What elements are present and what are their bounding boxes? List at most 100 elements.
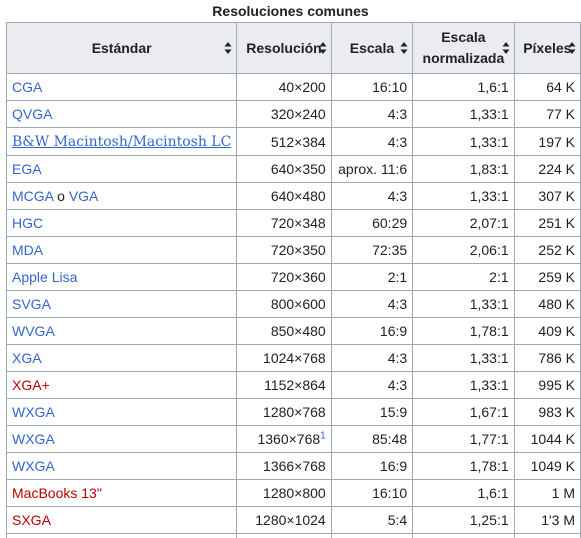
cell-resolucion [236, 533, 332, 538]
table-row: MDA 720×350 72:35 2,06:1 252 K [5, 236, 581, 264]
cell-estandar: XGA [5, 344, 238, 372]
link-standard[interactable]: HGC [12, 215, 44, 231]
cell-pixeles: 995 K [513, 371, 581, 399]
sort-up-down-icon[interactable] [224, 41, 232, 55]
cell-pixeles: 259 K [513, 263, 581, 291]
cell-escala: 16:10 [330, 479, 414, 507]
link-standard[interactable]: WXGA [12, 431, 55, 447]
cell-escala: 72:35 [330, 236, 414, 264]
table-row: XGA+ 1152×864 4:3 1,33:1 995 K [5, 371, 581, 399]
cell-pixeles: 64 K [513, 73, 581, 101]
cell-escala: 4:3 [330, 182, 414, 210]
cell-pixeles: 786 K [513, 344, 581, 372]
cell-estandar [5, 533, 238, 538]
link-standard[interactable]: XGA [12, 350, 42, 366]
cell-pixeles: 480 K [513, 290, 581, 318]
cell-resolucion: 720×360 [236, 263, 332, 291]
footnote-ref-link[interactable]: 1 [320, 430, 326, 442]
link-standard[interactable]: SVGA [12, 296, 51, 312]
table-row-partial [5, 533, 581, 538]
cell-pixeles: 251 K [513, 209, 581, 237]
sort-up-down-icon[interactable] [568, 41, 576, 55]
cell-escala-normalizada: 1,78:1 [412, 452, 515, 480]
cell-escala-normalizada: 1,25:1 [412, 506, 515, 534]
cell-estandar: QVGA [5, 100, 238, 128]
link-standard-redlink[interactable]: SXGA [12, 512, 51, 528]
table-row: EGA 640×350 aprox. 11:6 1,83:1 224 K [5, 155, 581, 183]
header-escala-normalizada[interactable]: Escala normalizada [412, 22, 515, 74]
link-standard[interactable]: WXGA [12, 458, 55, 474]
sort-up-down-icon[interactable] [502, 41, 510, 55]
table-row: SVGA 800×600 4:3 1,33:1 480 K [5, 290, 581, 318]
cell-estandar: WXGA [5, 452, 238, 480]
cell-pixeles: 307 K [513, 182, 581, 210]
cell-escala: 60:29 [330, 209, 414, 237]
cell-escala: 16:9 [330, 317, 414, 345]
link-standard[interactable]: Apple Lisa [12, 269, 78, 285]
header-estandar[interactable]: Estándar [5, 22, 238, 74]
header-pixeles[interactable]: Píxeles [513, 22, 581, 74]
cell-estandar: B&W Macintosh/Macintosh LC [5, 127, 238, 156]
cell-pixeles [513, 533, 581, 538]
cell-resolucion: 320×240 [236, 100, 332, 128]
header-escala[interactable]: Escala [330, 22, 414, 74]
table-row: SXGA 1280×1024 5:4 1,25:1 1'3 M [5, 506, 581, 534]
cell-estandar: Apple Lisa [5, 263, 238, 291]
link-standard-redlink[interactable]: MacBooks 13" [12, 485, 102, 501]
link-standard-mcga[interactable]: MCGA [12, 188, 54, 204]
link-standard-redlink[interactable]: XGA+ [12, 377, 50, 393]
link-standard[interactable]: WXGA [12, 404, 55, 420]
table-row: XGA 1024×768 4:3 1,33:1 786 K [5, 344, 581, 372]
cell-escala: 16:10 [330, 73, 414, 101]
cell-pixeles: 409 K [513, 317, 581, 345]
cell-pixeles: 1044 K [513, 425, 581, 453]
cell-escala: 4:3 [330, 127, 414, 156]
cell-escala-normalizada: 1,33:1 [412, 290, 515, 318]
cell-estandar: WXGA [5, 398, 238, 426]
header-label-line-1: Escala [441, 29, 486, 45]
cell-escala-normalizada: 2,07:1 [412, 209, 515, 237]
cell-estandar: SXGA [5, 506, 238, 534]
header-label: Resolución [246, 39, 322, 56]
cell-escala-normalizada: 1,6:1 [412, 73, 515, 101]
cell-escala-normalizada: 2:1 [412, 263, 515, 291]
cell-resolucion: 1152×864 [236, 371, 332, 399]
cell-resolucion: 720×350 [236, 236, 332, 264]
sort-up-down-icon[interactable] [319, 41, 327, 55]
cell-escala: 4:3 [330, 344, 414, 372]
cell-escala [330, 533, 414, 538]
cell-pixeles: 77 K [513, 100, 581, 128]
table-row: HGC 720×348 60:29 2,07:1 251 K [5, 209, 581, 237]
link-standard-vga[interactable]: VGA [68, 188, 99, 204]
sort-up-down-icon[interactable] [400, 41, 408, 55]
header-label: Estándar [91, 39, 152, 56]
link-standard[interactable]: WVGA [12, 323, 55, 339]
table-row: B&W Macintosh/Macintosh LC 512×384 4:3 1… [5, 127, 581, 156]
cell-estandar: HGC [5, 209, 238, 237]
cell-pixeles: 197 K [513, 127, 581, 156]
link-standard[interactable]: CGA [12, 79, 43, 95]
cell-escala: 4:3 [330, 371, 414, 399]
cell-estandar: XGA+ [5, 371, 238, 399]
table-row: MCGA o VGA 640×480 4:3 1,33:1 307 K [5, 182, 581, 210]
table-row: Apple Lisa 720×360 2:1 2:1 259 K [5, 263, 581, 291]
cell-pixeles: 983 K [513, 398, 581, 426]
cell-escala: 16:9 [330, 452, 414, 480]
header-resolucion[interactable]: Resolución [236, 22, 332, 74]
cell-estandar: CGA [5, 73, 238, 101]
cell-resolucion: 1280×800 [236, 479, 332, 507]
link-standard[interactable]: B&W Macintosh/Macintosh LC [12, 134, 232, 150]
cell-resolucion: 850×480 [236, 317, 332, 345]
cell-resolucion: 1366×768 [236, 452, 332, 480]
header-label-line-2: normalizada [422, 50, 505, 66]
table-row: MacBooks 13" 1280×800 16:10 1,6:1 1 M [5, 479, 581, 507]
cell-resolucion: 640×480 [236, 182, 332, 210]
table-row: WXGA 1280×768 15:9 1,67:1 983 K [5, 398, 581, 426]
cell-resolucion: 40×200 [236, 73, 332, 101]
cell-escala-normalizada: 1,6:1 [412, 479, 515, 507]
link-standard[interactable]: MDA [12, 242, 44, 258]
cell-resolucion: 1280×768 [236, 398, 332, 426]
link-standard[interactable]: QVGA [12, 106, 53, 122]
link-standard[interactable]: EGA [12, 161, 42, 177]
header-row: Estándar Resolución Escala [5, 22, 581, 74]
